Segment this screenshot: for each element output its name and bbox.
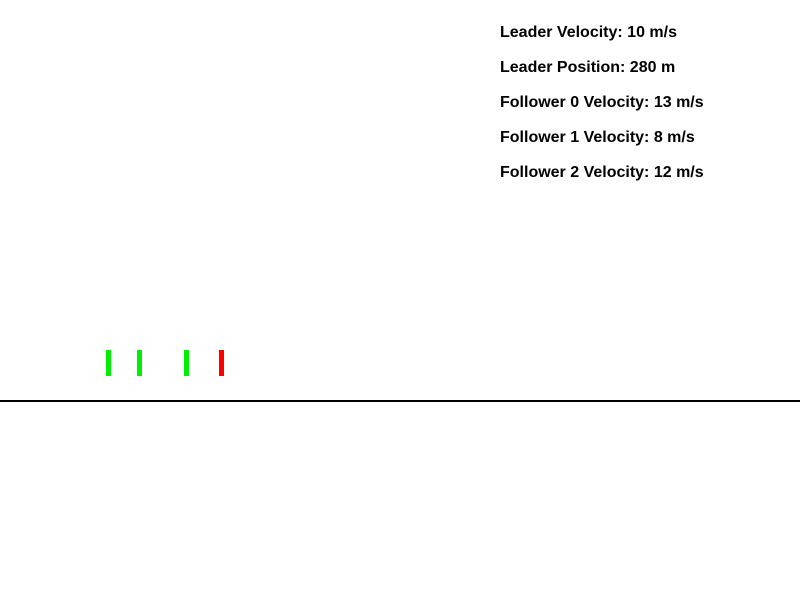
leader-position-readout: Leader Position: 280 m xyxy=(500,59,676,76)
follower-2-velocity-readout: Follower 2 Velocity: 12 m/s xyxy=(500,164,704,181)
follower-0-vehicle xyxy=(184,350,189,376)
follower-0-velocity-readout: Follower 0 Velocity: 13 m/s xyxy=(500,94,704,111)
follower-2-vehicle xyxy=(106,350,111,376)
leader-vehicle xyxy=(219,350,224,376)
leader-velocity-readout: Leader Velocity: 10 m/s xyxy=(500,24,677,41)
follower-1-vehicle xyxy=(137,350,142,376)
follower-1-velocity-readout: Follower 1 Velocity: 8 m/s xyxy=(500,129,695,146)
road-line xyxy=(0,400,800,402)
